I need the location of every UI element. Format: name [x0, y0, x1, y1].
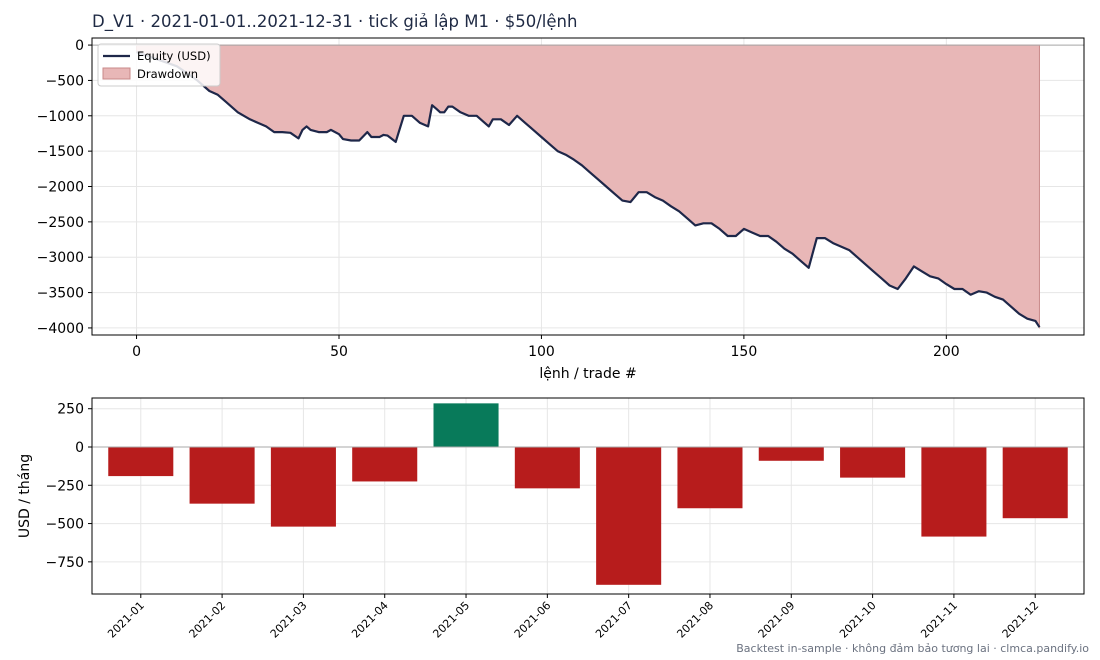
y-tick-label: 0 — [75, 38, 84, 54]
x-tick-label: 50 — [330, 344, 348, 360]
x-tick-label: 100 — [528, 344, 555, 360]
y-tick-label: −500 — [46, 73, 84, 89]
y-tick-label: −500 — [46, 517, 84, 533]
x-tick-label: 2021-04 — [349, 599, 391, 641]
x-tick-label: 2021-06 — [512, 599, 554, 641]
y-tick-label: −2500 — [37, 215, 84, 231]
monthly-bar-chart: 250 0 −250 −500 −750 2021-01 2021-02 2021-03 202… — [17, 397, 1085, 641]
legend-equity-label: Equity (USD) — [137, 49, 211, 63]
x-tick-label: 2021-12 — [1000, 599, 1042, 641]
x-tick-label: 2021-05 — [430, 599, 472, 641]
x-tick-label: 150 — [731, 344, 758, 360]
legend-drawdown-label: Drawdown — [137, 67, 198, 81]
bar-2021-06 — [514, 447, 580, 489]
bar-2021-07 — [596, 447, 662, 585]
y-tick-label: 250 — [57, 402, 84, 418]
legend: Equity (USD) Drawdown — [97, 43, 221, 87]
footer-note: Backtest in-sample · không đảm bảo tương… — [736, 642, 1089, 655]
bar-2021-05 — [433, 403, 499, 447]
y-axis-label: USD / tháng — [17, 454, 33, 538]
x-tick-label: 2021-03 — [268, 599, 310, 641]
legend-drawdown-swatch — [102, 67, 131, 80]
x-tick-label: 0 — [132, 344, 141, 360]
y-tick-label: −1000 — [37, 109, 84, 125]
bar-2021-04 — [352, 447, 418, 482]
x-axis-label: lệnh / trade # — [539, 366, 636, 382]
equity-line — [136, 51, 1041, 328]
x-tick-label: 2021-10 — [837, 599, 879, 641]
bar-2021-09 — [758, 447, 824, 461]
plot-frame — [91, 397, 1085, 595]
bar-2021-02 — [189, 447, 255, 504]
y-tick-label: −750 — [46, 555, 84, 571]
y-tick-label: 0 — [75, 440, 84, 456]
bar-2021-10 — [840, 447, 906, 478]
x-tick-label: 200 — [933, 344, 960, 360]
x-tick-label: 2021-02 — [187, 599, 229, 641]
x-tick-label: 2021-01 — [105, 599, 147, 641]
bar-2021-08 — [677, 447, 743, 509]
bar-2021-01 — [108, 447, 174, 477]
y-tick-label: −250 — [46, 478, 84, 494]
bar-2021-11 — [921, 447, 987, 537]
chart-title: D_V1 · 2021-01-01..2021-12-31 · tick giả… — [92, 12, 578, 31]
y-tick-label: −2000 — [37, 180, 84, 196]
x-tick-label: 2021-08 — [674, 599, 716, 641]
x-tick-label: 2021-07 — [593, 599, 635, 641]
y-tick-label: −1500 — [37, 144, 84, 160]
bar-2021-12 — [1002, 447, 1068, 519]
equity-chart: 0 −500 −1000 −1500 −2000 −2500 −3000 −3500 −4000… — [37, 37, 1085, 382]
y-tick-label: −3000 — [37, 250, 84, 266]
y-tick-label: −4000 — [37, 321, 84, 337]
x-tick-label: 2021-11 — [918, 599, 960, 641]
bar-2021-03 — [270, 447, 336, 527]
x-tick-label: 2021-09 — [756, 599, 798, 641]
y-tick-label: −3500 — [37, 286, 84, 302]
